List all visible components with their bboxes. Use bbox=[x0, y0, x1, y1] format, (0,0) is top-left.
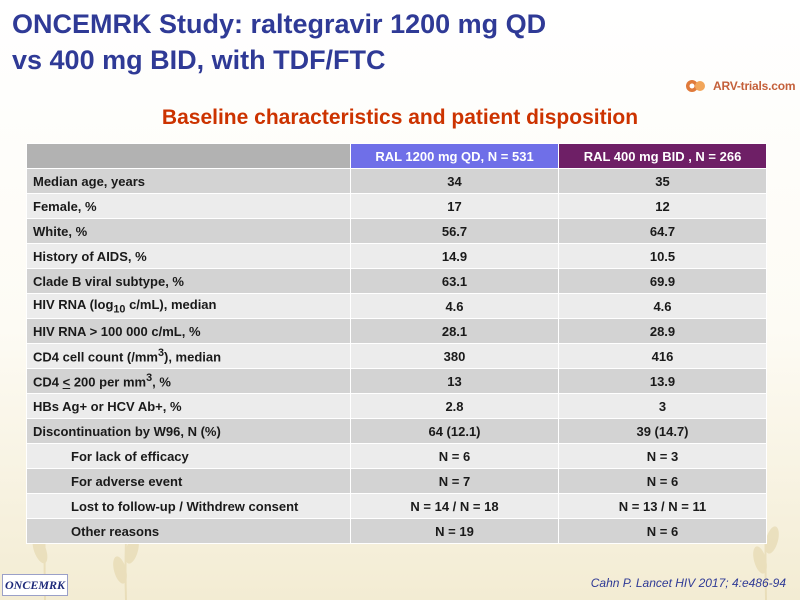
cell-ral-400: 35 bbox=[558, 168, 767, 194]
cell-ral-1200: N = 6 bbox=[350, 443, 559, 469]
cell-ral-400: 69.9 bbox=[558, 268, 767, 294]
baseline-table: RAL 1200 mg QD, N = 531 RAL 400 mg BID ,… bbox=[26, 143, 767, 544]
table-row: Median age, years 34 35 bbox=[26, 168, 767, 194]
cell-ral-1200: N = 19 bbox=[350, 518, 559, 544]
cell-ral-400: 4.6 bbox=[558, 293, 767, 319]
cell-ral-400: 10.5 bbox=[558, 243, 767, 269]
label-subscript: 10 bbox=[113, 303, 126, 316]
logo-text: ARV-trials.com bbox=[713, 79, 796, 93]
slide-subtitle: Baseline characteristics and patient dis… bbox=[161, 106, 639, 129]
row-label: Median age, years bbox=[26, 168, 351, 194]
table-row: White, % 56.7 64.7 bbox=[26, 218, 767, 244]
slide-title: ONCEMRK Study: raltegravir 1200 mg QD vs… bbox=[12, 6, 672, 78]
row-label: CD4 cell count (/mm3), median bbox=[26, 343, 351, 369]
table-header-row: RAL 1200 mg QD, N = 531 RAL 400 mg BID ,… bbox=[26, 143, 767, 169]
oncemrk-study-logo: ONCEMRK bbox=[2, 574, 68, 596]
cell-ral-1200: 28.1 bbox=[350, 318, 559, 344]
table-row: For lack of efficacy N = 6 N = 3 bbox=[26, 443, 767, 469]
cell-ral-400: 13.9 bbox=[558, 368, 767, 394]
title-line-2: vs 400 mg BID, with TDF/FTC bbox=[12, 45, 386, 75]
title-line-1: ONCEMRK Study: raltegravir 1200 mg QD bbox=[12, 9, 547, 39]
cell-ral-1200: 4.6 bbox=[350, 293, 559, 319]
row-label: HIV RNA > 100 000 c/mL, % bbox=[26, 318, 351, 344]
cell-ral-400: 416 bbox=[558, 343, 767, 369]
label-part: , % bbox=[152, 374, 171, 390]
header-empty-cell bbox=[26, 143, 351, 169]
row-label: White, % bbox=[26, 218, 351, 244]
row-label: Other reasons bbox=[26, 518, 351, 544]
label-part: 200 per mm bbox=[70, 374, 147, 390]
cell-ral-1200: 64 (12.1) bbox=[350, 418, 559, 444]
row-label: Discontinuation by W96, N (%) bbox=[26, 418, 351, 444]
table-row: HIV RNA (log10 c/mL), median 4.6 4.6 bbox=[26, 293, 767, 319]
cell-ral-1200: 63.1 bbox=[350, 268, 559, 294]
row-label: History of AIDS, % bbox=[26, 243, 351, 269]
citation: Cahn P. Lancet HIV 2017; 4:e486-94 bbox=[590, 576, 786, 590]
cell-ral-1200: 56.7 bbox=[350, 218, 559, 244]
cell-ral-1200: 17 bbox=[350, 193, 559, 219]
table-row: Discontinuation by W96, N (%) 64 (12.1) … bbox=[26, 418, 767, 444]
label-superscript: 3 bbox=[146, 372, 153, 385]
arv-trials-logo-icon bbox=[686, 80, 705, 92]
cell-ral-400: 28.9 bbox=[558, 318, 767, 344]
table-row: Other reasons N = 19 N = 6 bbox=[26, 518, 767, 544]
table-row: CD4 cell count (/mm3), median 380 416 bbox=[26, 343, 767, 369]
table-row: Female, % 17 12 bbox=[26, 193, 767, 219]
cell-ral-400: 12 bbox=[558, 193, 767, 219]
cell-ral-400: N = 6 bbox=[558, 518, 767, 544]
cell-ral-1200: 13 bbox=[350, 368, 559, 394]
label-superscript: 3 bbox=[157, 347, 164, 360]
label-part: HIV RNA (log bbox=[33, 296, 114, 312]
row-label: For adverse event bbox=[26, 468, 351, 494]
cell-ral-1200: N = 7 bbox=[350, 468, 559, 494]
header-ral-400: RAL 400 mg BID , N = 266 bbox=[558, 143, 767, 169]
cell-ral-400: 39 (14.7) bbox=[558, 418, 767, 444]
table-row: HIV RNA > 100 000 c/mL, % 28.1 28.9 bbox=[26, 318, 767, 344]
table-row: Lost to follow-up / Withdrew consent N =… bbox=[26, 493, 767, 519]
table-row: History of AIDS, % 14.9 10.5 bbox=[26, 243, 767, 269]
cell-ral-400: 3 bbox=[558, 393, 767, 419]
cell-ral-1200: 34 bbox=[350, 168, 559, 194]
label-underlined: < bbox=[62, 374, 71, 390]
label-part: ), median bbox=[164, 349, 222, 365]
table-row: Clade B viral subtype, % 63.1 69.9 bbox=[26, 268, 767, 294]
row-label: For lack of efficacy bbox=[26, 443, 351, 469]
table-row: CD4 < 200 per mm3, % 13 13.9 bbox=[26, 368, 767, 394]
label-part: CD4 bbox=[33, 374, 63, 390]
row-label: HBs Ag+ or HCV Ab+, % bbox=[26, 393, 351, 419]
cell-ral-400: 64.7 bbox=[558, 218, 767, 244]
table-row: HBs Ag+ or HCV Ab+, % 2.8 3 bbox=[26, 393, 767, 419]
cell-ral-400: N = 3 bbox=[558, 443, 767, 469]
cell-ral-1200: 2.8 bbox=[350, 393, 559, 419]
cell-ral-1200: 380 bbox=[350, 343, 559, 369]
label-part: CD4 cell count (/mm bbox=[33, 349, 158, 365]
row-label: HIV RNA (log10 c/mL), median bbox=[26, 293, 351, 319]
table-row: For adverse event N = 7 N = 6 bbox=[26, 468, 767, 494]
header-ral-1200: RAL 1200 mg QD, N = 531 bbox=[350, 143, 559, 169]
cell-ral-400: N = 6 bbox=[558, 468, 767, 494]
row-label: Clade B viral subtype, % bbox=[26, 268, 351, 294]
row-label: Lost to follow-up / Withdrew consent bbox=[26, 493, 351, 519]
cell-ral-400: N = 13 / N = 11 bbox=[558, 493, 767, 519]
row-label: CD4 < 200 per mm3, % bbox=[26, 368, 351, 394]
label-part: c/mL), median bbox=[125, 296, 217, 312]
arv-trials-logo: ARV-trials.com bbox=[684, 76, 796, 96]
row-label: Female, % bbox=[26, 193, 351, 219]
cell-ral-1200: 14.9 bbox=[350, 243, 559, 269]
cell-ral-1200: N = 14 / N = 18 bbox=[350, 493, 559, 519]
